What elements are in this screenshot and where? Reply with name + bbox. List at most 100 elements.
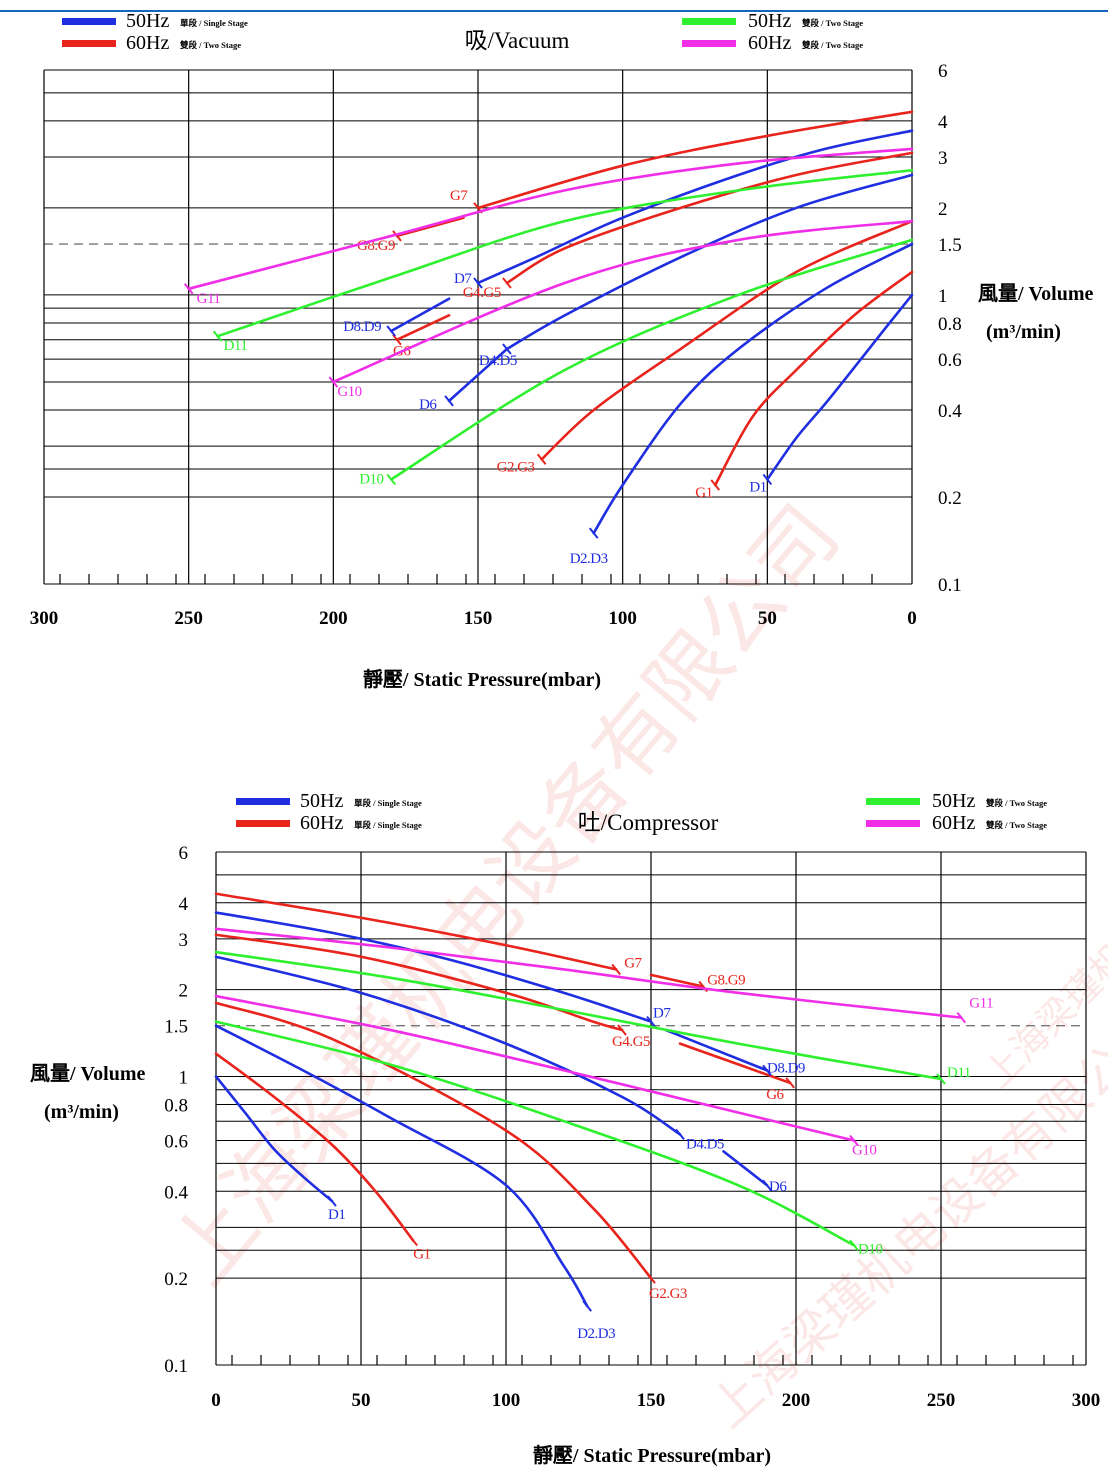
series-curve-g6 [395,314,451,342]
legend-stage: 單段 / Single Stage [180,18,248,28]
series-curve-g6 [678,1042,792,1085]
series-label: D2.D3 [570,551,608,567]
series-endcap [408,1234,418,1247]
series-endcap [849,1134,859,1147]
series-curve-d10 [389,238,914,481]
legend-stage: 雙段 / Two Stage [986,820,1047,830]
series-label: G11 [197,291,221,307]
series-curve-d8-d9 [664,1028,769,1072]
chart-title: 吸/Vacuum [465,28,570,53]
series-endcap [392,230,402,242]
y-tick-label: 0.8 [938,314,962,335]
x-tick-label: 300 [30,608,59,629]
series-curve-g11 [187,147,914,291]
series-endcap [617,1024,627,1036]
legend-swatch [62,40,116,47]
series-endcap [536,453,547,465]
series-label: D8.D9 [343,319,381,335]
series-curve-d6 [447,347,509,403]
legend-swatch [866,798,920,805]
series-label: G7 [624,955,642,971]
vacuum-chart: 300 250 200 150 100 50 0 6 4 3 2 1.5 1 0.8 0.6 0.4 0.2 0.… [30,10,1094,691]
series-curve-d10 [214,1020,856,1247]
legend-frequency: 50Hz [126,10,169,32]
series-curve-d2-d3 [592,242,914,535]
x-tick-label: 150 [464,608,493,629]
y-tick-label: 1.5 [164,1017,188,1038]
legend-frequency: 50Hz [300,790,343,812]
legend-frequency: 60Hz [126,32,169,54]
series-label: D11 [947,1065,971,1081]
series-curve-d11 [216,168,914,338]
x-tick-label: 0 [211,1390,221,1411]
y-tick-label: 4 [179,894,189,915]
legend-stage: 雙段 / Two Stage [802,40,863,50]
series-endcap [582,1300,592,1312]
y-tick-label: 1 [179,1067,189,1088]
series-endcap [936,1073,946,1085]
series-endcap [762,1064,772,1077]
legend-frequency: 50Hz [932,790,975,812]
series-label: D6 [769,1179,787,1195]
x-tick-label: 50 [758,608,777,629]
series-endcap [675,1128,685,1141]
legend-stage: 單段 / Single Stage [354,798,422,808]
y-tick-label: 6 [179,843,189,864]
series-endcap [611,963,621,976]
legend-swatch [682,18,736,25]
legend-swatch [236,798,290,805]
series-curve-d4-d5 [214,955,682,1136]
series-label: D1 [749,479,766,495]
series-curve-g10 [332,219,914,384]
series-curve-g7 [476,110,914,210]
legend-swatch [236,820,290,827]
series-curve-d1 [766,293,914,481]
legend-frequency: 60Hz [748,32,791,54]
y-tick-label: 0.4 [938,401,962,422]
series-label: G11 [969,996,993,1012]
series-label: D1 [328,1207,345,1223]
series-curve-d8-d9 [389,297,451,333]
series-label: G10 [852,1143,876,1159]
watermark-text: 上海梁瑾机电设备有限公司 [153,488,858,1303]
series-endcap [956,1011,967,1024]
y-tick-label: 3 [179,930,189,951]
series-label: D11 [224,338,248,354]
x-tick-label: 100 [608,608,637,629]
series-endcap [588,527,599,539]
y-tick-label: 0.1 [164,1356,188,1377]
series-curve-g2-g3 [214,1001,653,1280]
y-tick-label: 0.2 [938,488,962,509]
y-axis-unit: (m³/min) [986,321,1061,343]
legend-stage: 單段 / Single Stage [354,820,422,830]
x-tick-label: 150 [637,1390,666,1411]
series-endcap [327,1195,337,1207]
series-label: G7 [450,188,468,204]
y-tick-label: 1.5 [938,235,962,256]
series-label: D8.D9 [767,1060,805,1076]
chart-title: 吐/Compressor [578,810,719,835]
y-tick-label: 4 [938,112,948,133]
series-curve-g8-g9 [649,973,705,988]
series-curve-d11 [214,950,943,1081]
y-axis-unit: (m³/min) [44,1101,119,1123]
x-tick-label: 200 [782,1390,811,1411]
series-endcap [849,1239,859,1251]
series-curve-d2-d3 [214,1024,589,1308]
series-label: G2.G3 [649,1286,687,1302]
series-label: G6 [766,1087,784,1103]
y-tick-label: 3 [938,148,948,169]
legend-swatch [62,18,116,25]
series-label: G4.G5 [463,285,501,301]
series-curve-g8-g9 [395,216,465,238]
x-tick-label: 250 [927,1390,956,1411]
x-tick-label: 0 [907,608,917,629]
series-curve-g2-g3 [540,219,914,461]
series-endcap [646,1272,656,1284]
x-tick-label: 250 [174,608,203,629]
compressor-chart: 0 50 100 150 200 250 300 6 4 3 2 1.5 1 0.8 0.6 0.4 0.2 0.… [30,790,1100,1467]
series-label: G8.G9 [707,973,745,989]
series-label: G1 [413,1247,430,1263]
series-label: G4.G5 [612,1034,650,1050]
